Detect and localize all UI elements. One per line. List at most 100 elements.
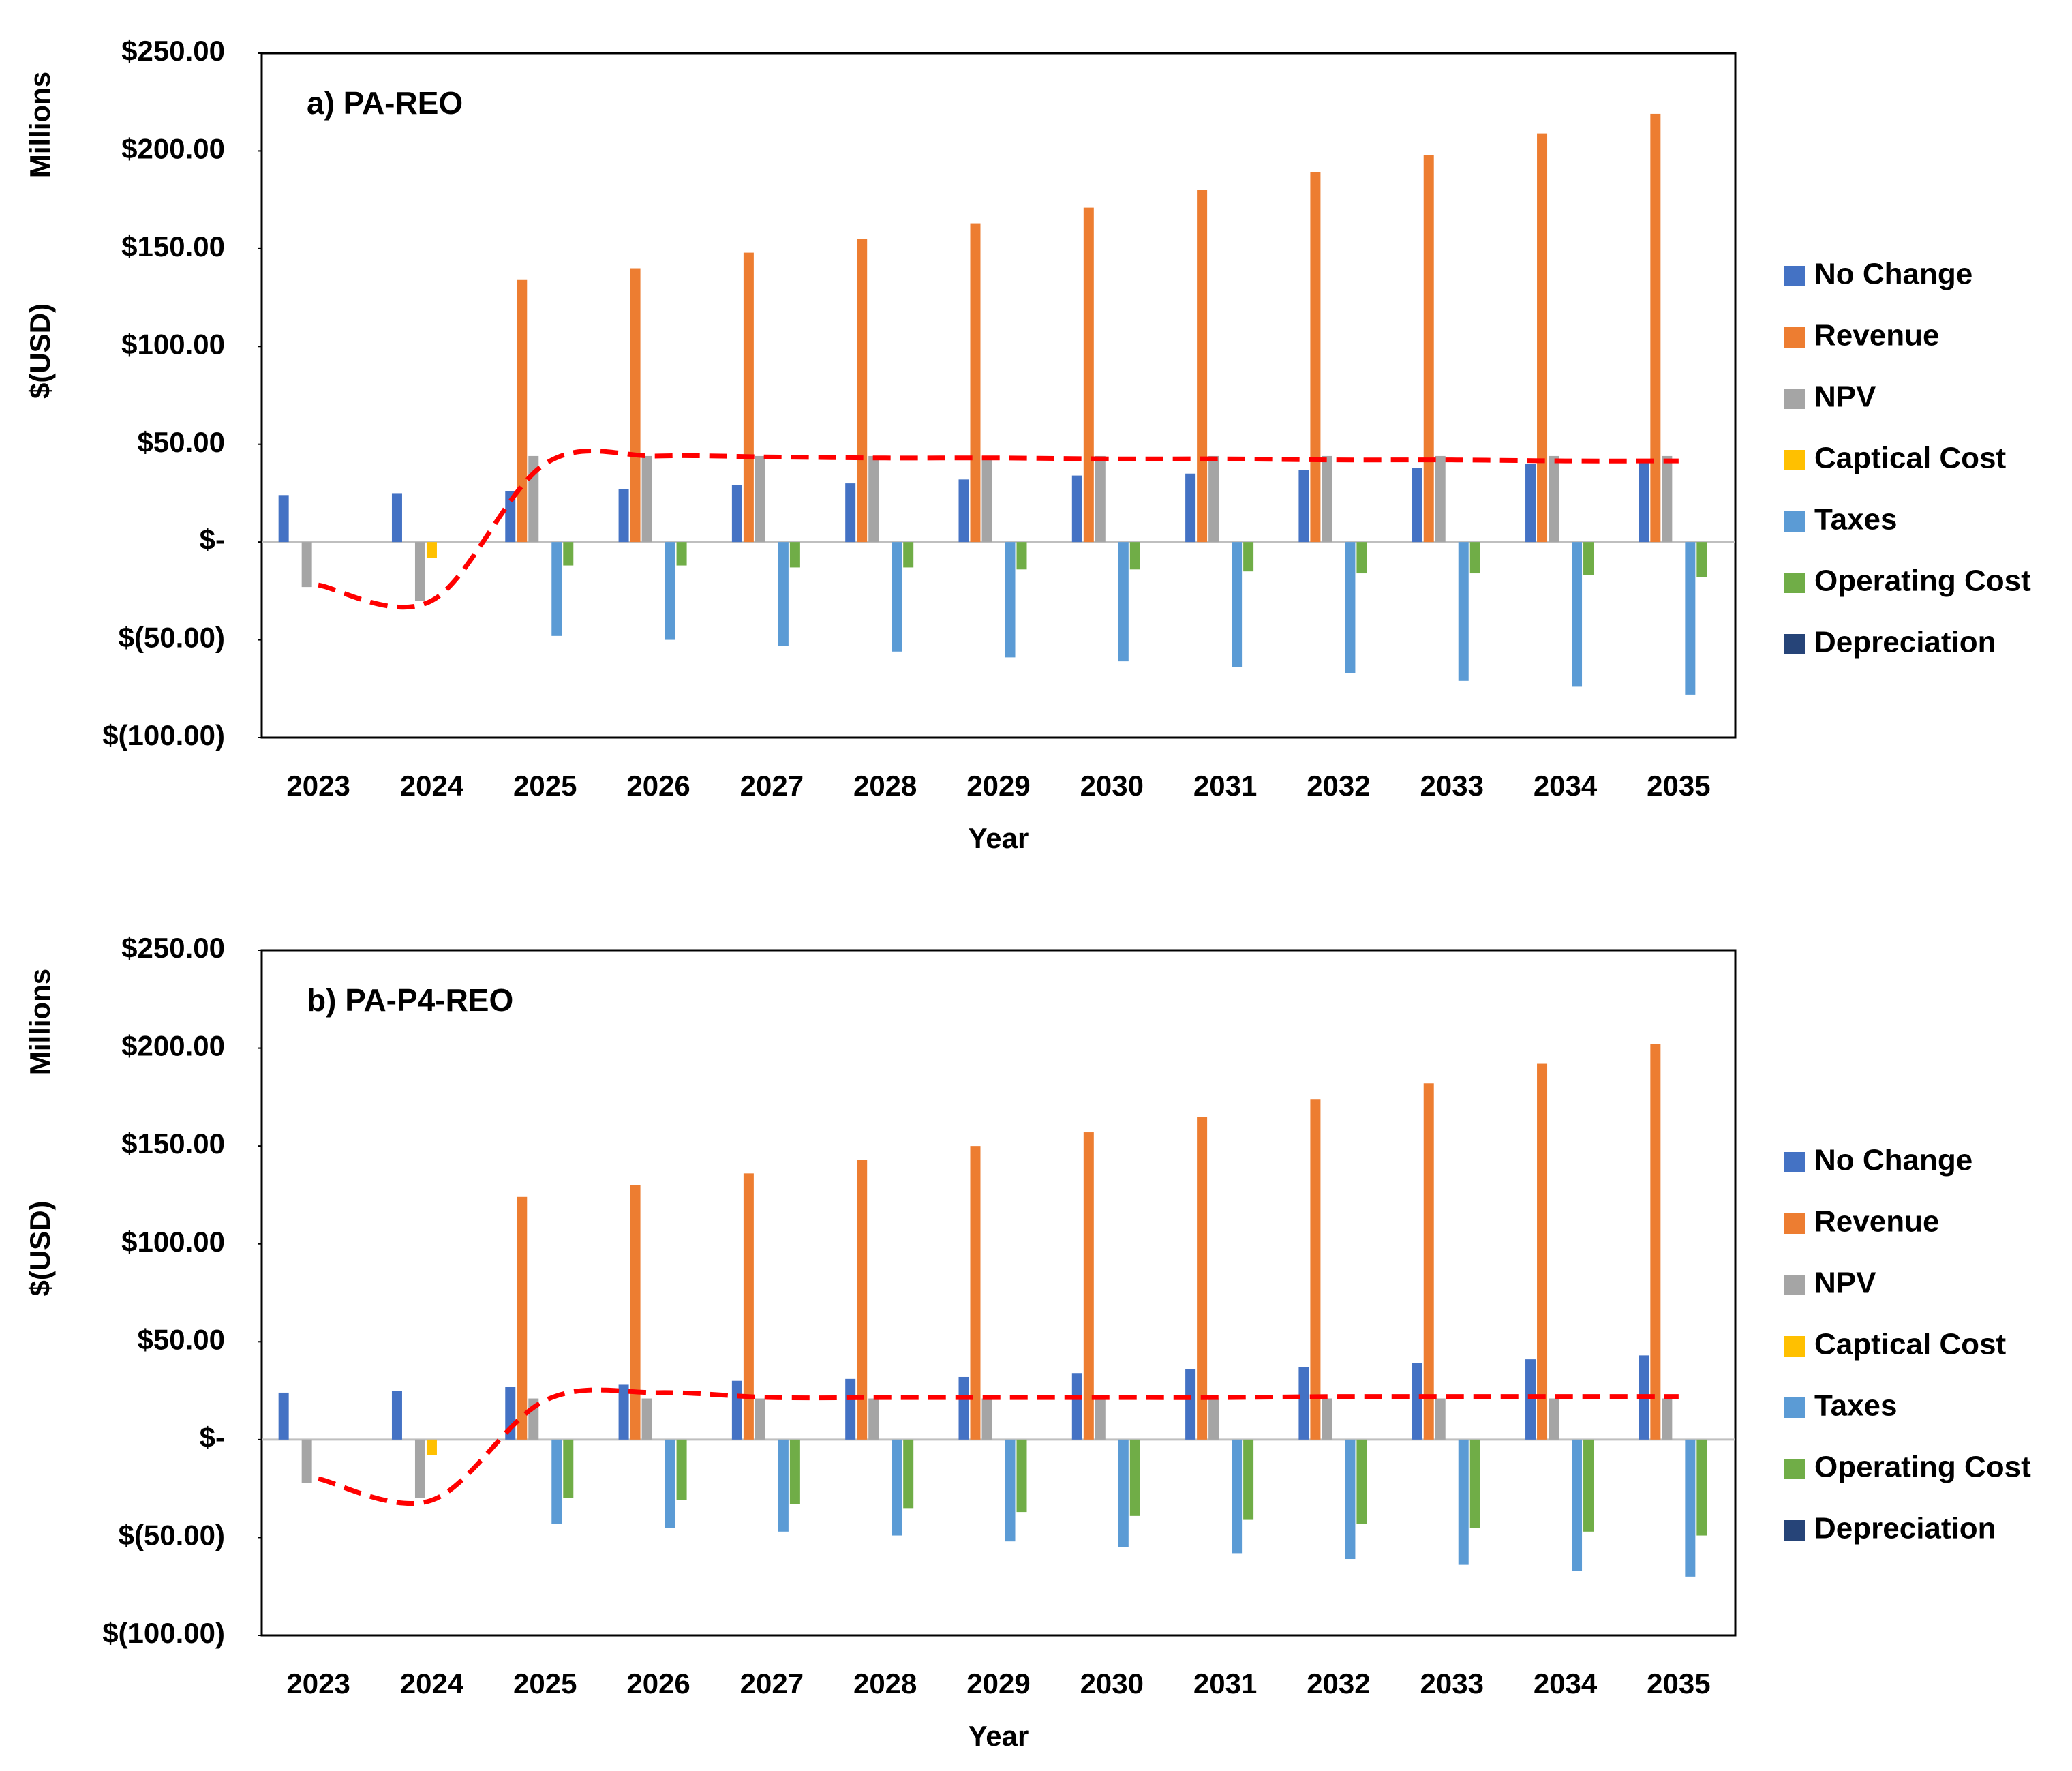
bar [892,1439,902,1536]
bar [517,1196,528,1440]
legend-label: Revenue [1814,319,1939,352]
bar [1129,1439,1140,1516]
bar [743,1173,754,1440]
legend-label: Operating Cost [1814,1451,2031,1484]
bar [1197,190,1208,543]
bar [958,479,969,543]
bar [414,542,425,601]
bar [1412,1363,1422,1440]
bar [1322,455,1332,543]
bar [1118,1439,1129,1547]
x-tick-label: 2028 [853,770,917,802]
bar [1537,133,1548,543]
bar [1572,542,1583,687]
bar [551,542,562,636]
bar [778,542,789,646]
bar [1095,455,1106,543]
bar [970,1146,981,1440]
bar [1650,1044,1661,1440]
plot-area [260,52,1737,739]
legend-swatch [1784,1459,1805,1479]
x-tick-label: 2034 [1534,770,1598,802]
bar [789,1439,800,1504]
bar [1525,464,1536,543]
y-tick-label: $(100.00) [102,1617,225,1649]
bar [1549,455,1559,543]
legend-label: Taxes [1814,503,1898,536]
bar [755,455,765,543]
bar [1310,172,1321,543]
bar [1118,542,1129,662]
x-tick-label: 2031 [1193,1667,1257,1699]
bar [1095,1398,1106,1440]
bar [1572,1439,1583,1571]
bar [1005,1439,1016,1542]
x-tick-label: 2027 [740,1667,804,1699]
bar [857,239,868,543]
bar [1583,542,1594,575]
bar [1232,542,1243,667]
bar [1232,1439,1243,1554]
bar [630,268,641,543]
bar [676,542,687,566]
bar [1423,1083,1434,1440]
x-tick-label: 2035 [1647,1667,1710,1699]
bar [1197,1117,1208,1440]
bar [1435,455,1446,543]
bar [1412,468,1422,543]
bar [1083,207,1094,543]
x-axis-label: Year [969,822,1029,854]
bar [892,542,902,652]
legend-swatch [1784,573,1805,593]
y-tick-label: $100.00 [121,328,225,360]
bar [1208,455,1219,543]
bar [1469,542,1480,574]
bar [868,455,879,543]
bar [391,493,402,543]
legend-swatch [1784,1152,1805,1172]
y-unit-label: Millions [24,72,56,178]
y-tick-label: $150.00 [121,230,225,262]
legend-label: NPV [1814,1267,1876,1300]
trend-line [318,1387,1679,1506]
legend-swatch [1784,1397,1805,1418]
x-tick-label: 2032 [1307,1667,1370,1699]
bar [630,1185,641,1440]
legend-label: Depreciation [1814,626,1996,659]
bar [1129,542,1140,570]
bar [1071,1373,1082,1440]
bar [1310,1099,1321,1440]
legend-label: No Change [1814,1144,1972,1177]
legend-swatch [1784,1520,1805,1541]
bar [301,542,312,588]
bar [1071,475,1082,543]
bar [426,1439,437,1455]
x-tick-label: 2024 [400,770,464,802]
bar [857,1160,868,1440]
y-tick-label: $150.00 [121,1127,225,1160]
bar [1243,1439,1254,1520]
bar [981,455,992,543]
panel-title: b) PA-P4-REO [307,982,513,1018]
bar [755,1398,765,1440]
bar [563,1439,574,1498]
x-tick-label: 2028 [853,1667,917,1699]
bar [903,542,914,568]
legend-label: NPV [1814,380,1876,414]
x-tick-label: 2030 [1080,770,1144,802]
x-tick-label: 2029 [966,770,1030,802]
bar [845,483,856,543]
bar [1322,1398,1332,1440]
legend-swatch [1784,511,1805,532]
y-tick-label: $50.00 [138,426,225,458]
bar [1537,1063,1548,1440]
y-tick-label: $250.00 [121,932,225,964]
bar [1685,1439,1696,1577]
bar [1696,542,1707,577]
y-tick-label: $100.00 [121,1226,225,1258]
bar [505,491,516,543]
legend-swatch [1784,266,1805,286]
bar [1356,542,1367,574]
x-axis-label: Year [969,1720,1029,1752]
x-tick-label: 2027 [740,770,804,802]
